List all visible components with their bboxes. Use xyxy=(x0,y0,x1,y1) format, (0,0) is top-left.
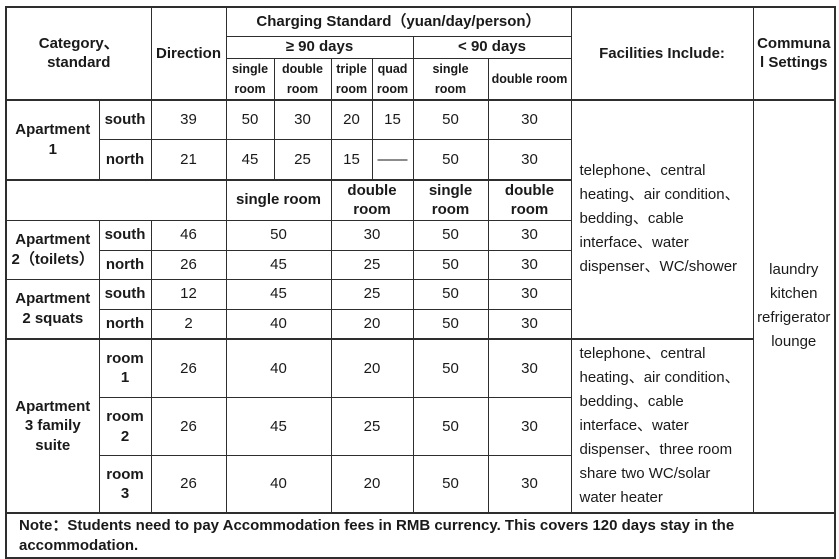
price-cell: 25 xyxy=(330,249,414,280)
charging-standard-header-cell: Charging Standard（yuan/day/person） xyxy=(225,6,572,37)
row-label-south: south xyxy=(98,99,152,140)
price-cell: 40 xyxy=(225,338,332,398)
price-cell: 50 xyxy=(412,99,489,140)
price-cell: 30 xyxy=(487,139,572,180)
row-label-room-2: room 2 xyxy=(98,396,152,457)
direction-value: 26 xyxy=(150,396,227,457)
direction-value: 46 xyxy=(150,219,227,251)
price-cell: 50 xyxy=(412,249,489,280)
direction-value: 12 xyxy=(150,278,227,310)
ge90-days-header-cell: ≥ 90 days xyxy=(225,35,414,59)
row-label-north: north xyxy=(98,249,152,280)
price-cell: 25 xyxy=(330,278,414,310)
row-label-room-1: room 1 xyxy=(98,338,152,398)
mid-header-double-room-ge90: double room xyxy=(330,179,414,221)
communal-header-cell: Communal Settings xyxy=(752,6,836,100)
price-cell: 45 xyxy=(225,278,332,310)
price-cell: 45 xyxy=(225,396,332,457)
lt90-days-header-cell: < 90 days xyxy=(412,35,572,59)
direction-value: 26 xyxy=(150,455,227,514)
price-cell: 40 xyxy=(225,308,332,340)
direction-value: 21 xyxy=(150,139,227,180)
price-cell: 30 xyxy=(487,455,572,514)
price-cell: 50 xyxy=(412,139,489,180)
price-cell: 15 xyxy=(330,139,373,180)
price-cell: 25 xyxy=(330,396,414,457)
price-cell: 30 xyxy=(487,308,572,340)
price-cell: 45 xyxy=(225,249,332,280)
price-cell: 30 xyxy=(273,99,332,140)
col-header-double-room-ge90: double room xyxy=(273,57,332,100)
direction-value: 26 xyxy=(150,249,227,280)
price-cell: 30 xyxy=(487,249,572,280)
row-label-south: south xyxy=(98,219,152,251)
price-cell: 20 xyxy=(330,455,414,514)
row-label-north: north xyxy=(98,139,152,180)
direction-header-cell: Direction xyxy=(150,6,227,100)
direction-value: 26 xyxy=(150,338,227,398)
section-apartment-2-toilets: Apartment 2（toilets） xyxy=(5,219,100,280)
note-row: Note：Students need to pay Accommodation … xyxy=(5,512,836,559)
mid-header-double-room-lt90: double room xyxy=(487,179,572,221)
charging-standard-table: Category、standard Direction Charging Sta… xyxy=(5,6,836,559)
section-apartment-2-squats: Apartment 2 squats xyxy=(5,278,100,340)
price-cell: 20 xyxy=(330,99,373,140)
fee-schedule-document: Category、standard Direction Charging Sta… xyxy=(5,6,836,559)
price-cell: 30 xyxy=(487,219,572,251)
price-cell: 50 xyxy=(225,99,275,140)
col-header-single-room-ge90: single room xyxy=(225,57,275,100)
section-apartment-3: Apartment 3 family suite xyxy=(5,338,100,514)
price-cell: 15 xyxy=(371,99,414,140)
price-cell: 25 xyxy=(273,139,332,180)
communal-settings-cell: laundry kitchen refrigerator lounge xyxy=(752,99,836,514)
price-cell: 50 xyxy=(412,396,489,457)
row-label-north: north xyxy=(98,308,152,340)
price-cell: 30 xyxy=(487,338,572,398)
price-cell: 20 xyxy=(330,308,414,340)
mid-header-spacer xyxy=(5,179,227,221)
price-cell: 45 xyxy=(225,139,275,180)
price-cell: 50 xyxy=(412,455,489,514)
section-apartment-1: Apartment 1 xyxy=(5,99,100,180)
price-cell: 30 xyxy=(487,278,572,310)
col-header-double-room-lt90: double room xyxy=(487,57,572,100)
facilities-block-2: telephone、central heating、air condition、… xyxy=(570,338,754,514)
price-cell: 50 xyxy=(412,338,489,398)
facilities-block-1: telephone、central heating、air condition、… xyxy=(570,99,754,340)
category-header-cell: Category、standard xyxy=(5,6,152,100)
facilities-header-cell: Facilities Include: xyxy=(570,6,754,100)
price-cell: 50 xyxy=(412,219,489,251)
price-cell: 50 xyxy=(412,308,489,340)
price-cell: 50 xyxy=(225,219,332,251)
price-cell: 40 xyxy=(225,455,332,514)
direction-value: 39 xyxy=(150,99,227,140)
mid-header-single-room-lt90: single room xyxy=(412,179,489,221)
col-header-triple-room-ge90: triple room xyxy=(330,57,373,100)
price-cell: —— xyxy=(371,139,414,180)
col-header-quad-room-ge90: quad room xyxy=(371,57,414,100)
price-cell: 30 xyxy=(487,99,572,140)
price-cell: 50 xyxy=(412,278,489,310)
direction-value: 2 xyxy=(150,308,227,340)
price-cell: 30 xyxy=(487,396,572,457)
row-label-room-3: room 3 xyxy=(98,455,152,514)
row-label-south: south xyxy=(98,278,152,310)
price-cell: 30 xyxy=(330,219,414,251)
col-header-single-room-lt90: single room xyxy=(412,57,489,100)
price-cell: 20 xyxy=(330,338,414,398)
mid-header-single-room-ge90: single room xyxy=(225,179,332,221)
